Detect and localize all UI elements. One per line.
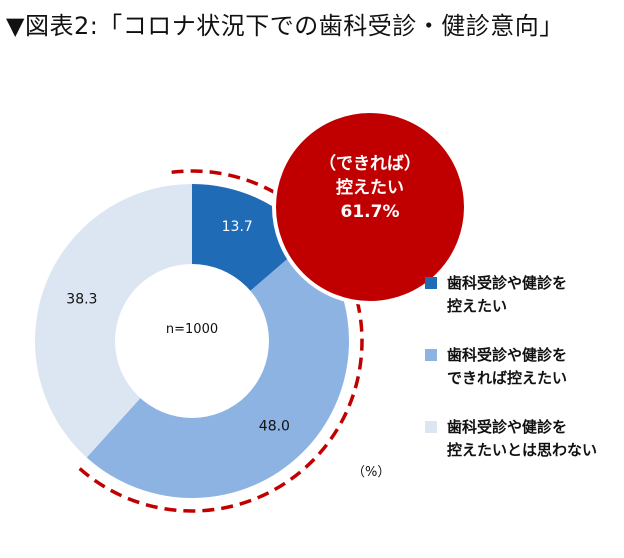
legend-item-refrain: 歯科受診や健診を 控えたい xyxy=(425,272,620,318)
chart-title: ▼図表2:「コロナ状況下での歯科受診・健診意向」 xyxy=(6,12,564,40)
legend: 歯科受診や健診を 控えたい 歯科受診や健診を できれば控えたい 歯科受診や健診を… xyxy=(425,272,620,488)
slice-value-label: 38.3 xyxy=(66,292,97,308)
center-label: n=1000 xyxy=(166,322,218,337)
callout-line-3: 61.7% xyxy=(340,202,400,222)
unit-label: （%） xyxy=(352,465,391,480)
slice-value-label: 13.7 xyxy=(222,219,253,235)
legend-swatch xyxy=(425,349,437,361)
legend-item-refrain-if-possible: 歯科受診や健診を できれば控えたい xyxy=(425,344,620,390)
callout-text: （できれば） 控えたい 61.7% xyxy=(268,152,472,224)
legend-label: 歯科受診や健診を 控えたい xyxy=(447,274,568,315)
legend-swatch xyxy=(425,277,437,289)
callout-line-1: （できれば） xyxy=(319,154,421,174)
legend-label: 歯科受診や健診を 控えたいとは思わない xyxy=(447,418,598,459)
callout-line-2: 控えたい xyxy=(336,178,404,198)
legend-item-no-refrain: 歯科受診や健診を 控えたいとは思わない xyxy=(425,416,620,462)
donut-hole xyxy=(115,264,269,418)
legend-label: 歯科受診や健診を できれば控えたい xyxy=(447,346,568,387)
slice-value-label: 48.0 xyxy=(259,418,290,434)
legend-swatch xyxy=(425,421,437,433)
slice-no-refrain xyxy=(35,184,193,458)
callout-bubble xyxy=(272,109,468,305)
